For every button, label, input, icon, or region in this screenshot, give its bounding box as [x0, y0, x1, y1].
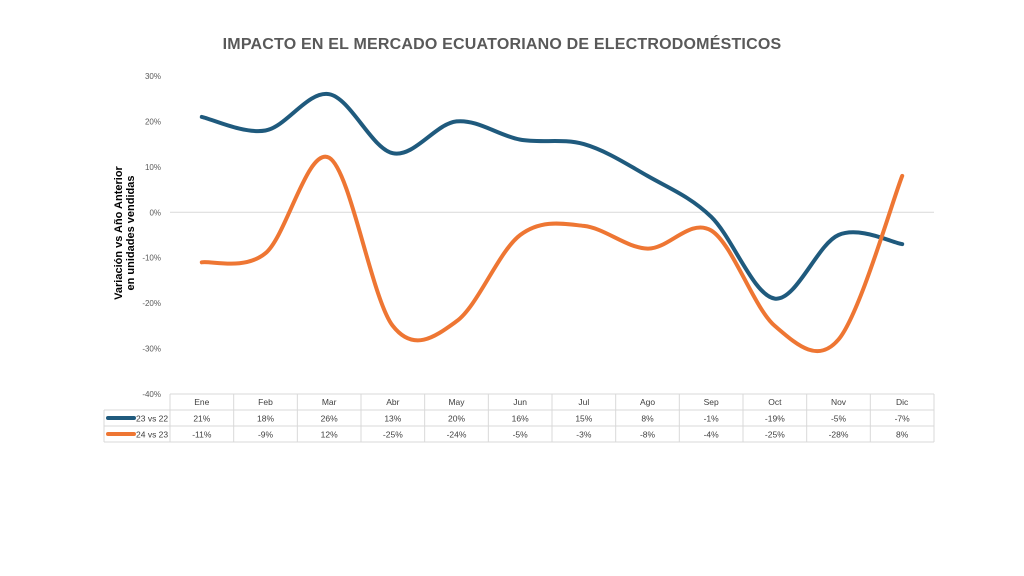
- y-tick-label: 0%: [149, 208, 161, 217]
- data-label: 13%: [384, 414, 401, 424]
- data-label: -9%: [258, 430, 274, 440]
- x-tick-label: Ene: [194, 397, 209, 407]
- x-tick-label: Ago: [640, 397, 655, 407]
- data-label: -3%: [576, 430, 592, 440]
- data-label: 26%: [321, 414, 338, 424]
- data-label: -28%: [829, 430, 849, 440]
- data-label: 12%: [321, 430, 338, 440]
- data-label: -7%: [895, 414, 911, 424]
- y-tick-label: -30%: [142, 345, 161, 354]
- data-label: -25%: [383, 430, 403, 440]
- chart-title: IMPACTO EN EL MERCADO ECUATORIANO DE ELE…: [222, 36, 782, 53]
- y-tick-label: -20%: [142, 299, 161, 308]
- y-tick-label: 30%: [145, 72, 161, 81]
- data-label: -8%: [640, 430, 656, 440]
- data-label: -25%: [765, 430, 785, 440]
- data-label: 18%: [257, 414, 274, 424]
- legend-label: 23 vs 22: [136, 414, 168, 424]
- data-label: -19%: [765, 414, 785, 424]
- data-label: -11%: [192, 430, 212, 440]
- y-tick-label: -10%: [142, 254, 161, 263]
- data-label: 16%: [512, 414, 529, 424]
- y-tick-label: 10%: [145, 163, 161, 172]
- data-label: 8%: [641, 414, 654, 424]
- data-label: -1%: [704, 414, 720, 424]
- x-tick-label: Jul: [578, 397, 589, 407]
- x-tick-label: Jun: [513, 397, 527, 407]
- data-table: Ene Feb Mar Abr May Jun Jul Ago Sep Oct Nov Dic 23 v…: [103, 393, 935, 443]
- x-tick-label: Sep: [704, 397, 719, 407]
- data-label: -5%: [831, 414, 847, 424]
- data-label: 20%: [448, 414, 465, 424]
- x-tick-label: Oct: [768, 397, 782, 407]
- x-tick-label: Dic: [896, 397, 909, 407]
- series-line-2: [199, 154, 905, 354]
- data-label: -5%: [513, 430, 529, 440]
- data-label: 15%: [575, 414, 592, 424]
- y-tick-label: -40%: [142, 390, 161, 399]
- x-tick-label: Feb: [258, 397, 273, 407]
- x-tick-label: Abr: [386, 397, 399, 407]
- x-tick-label: May: [448, 397, 465, 407]
- series-line-1: [199, 92, 905, 301]
- x-tick-label: Mar: [322, 397, 337, 407]
- data-label: -24%: [447, 430, 467, 440]
- data-label: -4%: [704, 430, 720, 440]
- data-label: 8%: [896, 430, 909, 440]
- x-tick-label: Nov: [831, 397, 847, 407]
- y-tick-label: 20%: [145, 117, 161, 126]
- legend-label: 24 vs 23: [136, 430, 168, 440]
- data-label: 21%: [193, 414, 210, 424]
